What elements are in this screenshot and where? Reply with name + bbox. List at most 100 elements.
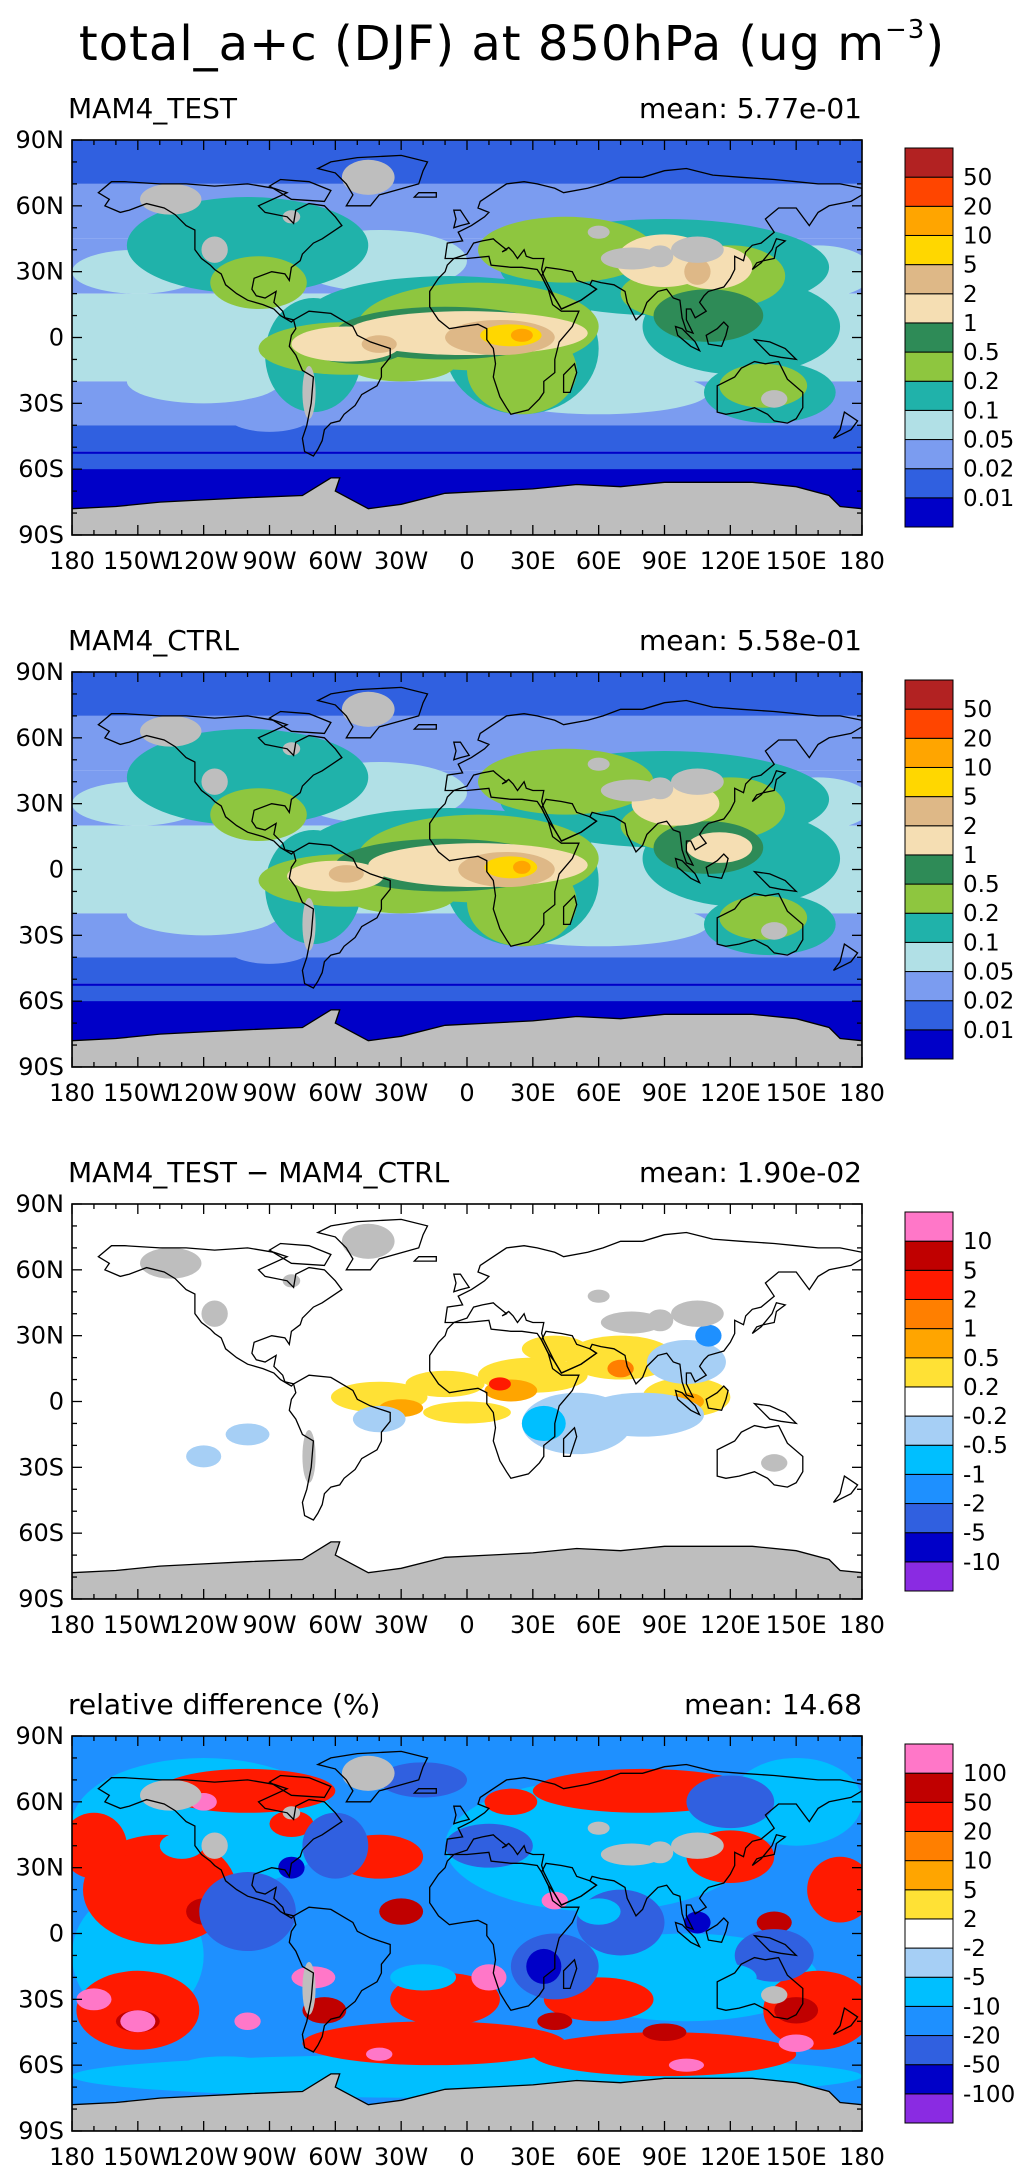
land-mask [761, 390, 788, 408]
x-tick-label: 60W [308, 547, 362, 575]
field-blob [532, 2032, 797, 2077]
y-tick-label: 60N [16, 724, 65, 752]
colorbar-box [904, 941, 954, 973]
panel-mean-label: mean: 5.77e-01 [639, 92, 862, 125]
panel-title: MAM4_TEST − MAM4_CTRL [68, 1156, 450, 1189]
x-tick-label: 30W [374, 1079, 428, 1107]
coastline-borneo [705, 321, 729, 348]
coastline-eurasia [444, 1231, 862, 1399]
coastline-baffin [268, 1774, 332, 1799]
coastline-borneo [705, 1917, 729, 1944]
colorbar-box [904, 854, 954, 885]
coastline-new-guinea [752, 1402, 799, 1425]
figure-title: total_a+c (DJF) at 850hPa (ug m−3) [0, 0, 1024, 74]
y-tick-label: 30S [18, 921, 64, 949]
x-tick-label: 180 [49, 547, 95, 575]
colorbar-label: 0.1 [963, 398, 1000, 424]
colorbar-label: 0.02 [963, 989, 1014, 1015]
land-mask [140, 183, 202, 215]
x-tick-label: 30W [374, 2143, 428, 2171]
y-tick-label: 30N [16, 790, 65, 818]
x-tick-label: 60E [576, 2143, 622, 2171]
coastline-new-guinea [752, 870, 799, 893]
colorbar-label: -0.5 [963, 1433, 1008, 1459]
land-mask [302, 898, 316, 951]
field-blob [210, 256, 307, 309]
colorbar-label: -20 [963, 2024, 1001, 2050]
colorbar-label: -10 [963, 1994, 1001, 2020]
y-tick-label: 90N [16, 1722, 65, 1750]
y-tick-label: 30N [16, 1322, 65, 1350]
x-tick-label: 60E [576, 547, 622, 575]
coastline-sumatra [674, 1389, 702, 1417]
colorbar-box [904, 912, 954, 943]
y-tick-label: 0 [49, 324, 64, 352]
colorbar-label: -1 [963, 1462, 986, 1488]
field-band [72, 985, 862, 1002]
coastlines [72, 154, 862, 535]
land-mask [140, 715, 202, 747]
field-blob [186, 1445, 222, 1468]
coastline-australia [716, 360, 804, 424]
x-tick-label: 90E [642, 2143, 688, 2171]
y-tick-label: 90S [18, 1585, 64, 1613]
y-tick-label: 60S [18, 1519, 64, 1547]
colorbar-label: 5 [963, 253, 978, 279]
coastline-south-america [288, 1906, 391, 2053]
field-blob [379, 1762, 467, 1798]
colorbar-box [904, 1415, 954, 1446]
coastline-japan [751, 770, 787, 803]
field-blob [642, 2023, 687, 2042]
coastline-africa [429, 1319, 580, 1480]
coastline-north-america [97, 1245, 343, 1387]
field-blob [581, 1392, 704, 1437]
colorbar-label: -10 [963, 1550, 1001, 1576]
coastline-sumatra [674, 1921, 702, 1949]
field-blob [234, 2012, 261, 2031]
colorbar-label: 20 [963, 1819, 992, 1845]
land-mask [671, 236, 724, 263]
y-tick-label: 30S [18, 1453, 64, 1481]
colorbar-label: 1 [963, 1317, 978, 1343]
colorbar-box [904, 825, 954, 856]
coastline-north-america [97, 181, 343, 323]
colorbar-box [904, 1976, 954, 2007]
y-tick-label: 60N [16, 1788, 65, 1816]
coastline-baffin [268, 1242, 332, 1267]
field-blob [774, 1997, 819, 2024]
field-blob [302, 2021, 566, 2066]
colorbar-box [904, 1889, 954, 1920]
x-tick-label: 90E [642, 1079, 688, 1107]
colorbar-box [904, 468, 954, 499]
coastline-eurasia [444, 699, 862, 867]
x-tick-label: 150W [103, 1079, 173, 1107]
coastline-australia [716, 1956, 804, 2020]
land-mask [587, 225, 610, 239]
colorbar-label: -5 [963, 1965, 986, 1991]
panel-mean-label: mean: 14.68 [684, 1688, 862, 1721]
colorbar-label: 0.05 [963, 428, 1014, 454]
field-blob [734, 1929, 814, 1982]
field-blob [807, 1856, 862, 1923]
contour-field [72, 1204, 862, 1599]
land-mask [646, 1841, 674, 1864]
x-tick-label: 120W [169, 2143, 239, 2171]
contour-field [72, 672, 862, 1067]
colorbar-box [904, 1830, 954, 1862]
field-blob [484, 1788, 538, 1816]
land-mask [600, 247, 663, 270]
x-tick-label: 180 [49, 2143, 95, 2171]
colorbar-label: -2 [963, 1492, 986, 1518]
x-tick-label: 180 [839, 1079, 885, 1107]
land-mask [302, 366, 316, 419]
coastline-madagascar [562, 894, 578, 926]
colorbar-label: 20 [963, 194, 992, 220]
colorbar-label: 0.1 [963, 930, 1000, 956]
x-tick-label: 120E [700, 2143, 761, 2171]
coastline-madagascar [562, 1958, 578, 1990]
land-mask [646, 777, 674, 800]
coastline-baffin [268, 710, 332, 735]
panel-title: relative difference (%) [68, 1688, 380, 1721]
